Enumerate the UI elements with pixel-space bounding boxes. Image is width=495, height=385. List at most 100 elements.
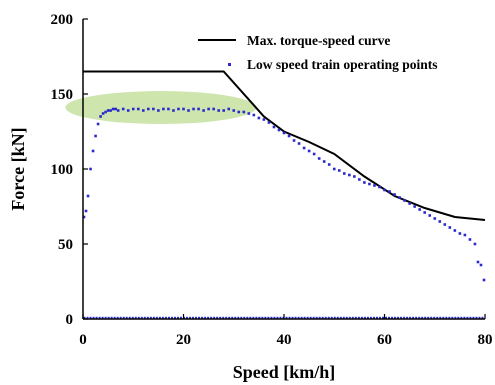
scatter-point-zero bbox=[107, 316, 110, 319]
scatter-point-zero bbox=[167, 316, 170, 319]
scatter-point bbox=[272, 125, 276, 129]
scatter-point-zero bbox=[101, 316, 104, 319]
scatter-point bbox=[479, 263, 483, 267]
scatter-point-zero bbox=[375, 316, 378, 319]
scatter-point bbox=[252, 113, 256, 117]
scatter-point bbox=[297, 142, 301, 145]
scatter-point bbox=[368, 182, 371, 186]
scatter-point bbox=[182, 107, 185, 111]
scatter-point-zero bbox=[213, 316, 216, 319]
scatter-point-zero bbox=[128, 316, 131, 319]
scatter-point bbox=[91, 149, 95, 153]
scatter-point-zero bbox=[412, 316, 415, 319]
scatter-point-zero bbox=[198, 316, 201, 319]
scatter-point-zero bbox=[98, 316, 101, 319]
scatter-point-zero bbox=[279, 316, 282, 319]
scatter-point bbox=[99, 115, 102, 118]
scatter-point-zero bbox=[140, 316, 143, 319]
scatter-point-zero bbox=[152, 316, 155, 319]
scatter-point-zero bbox=[400, 316, 403, 319]
scatter-point-zero bbox=[164, 316, 167, 319]
scatter-point-zero bbox=[394, 316, 397, 319]
scatter-point bbox=[358, 178, 361, 181]
scatter-point bbox=[383, 188, 386, 192]
scatter-point-zero bbox=[421, 316, 424, 319]
scatter-point-zero bbox=[234, 316, 237, 319]
scatter-point-zero bbox=[210, 316, 213, 319]
scatter-point bbox=[428, 214, 432, 217]
scatter-point-zero bbox=[451, 316, 454, 319]
scatter-point bbox=[337, 169, 341, 172]
scatter-point-zero bbox=[309, 316, 312, 319]
scatter-point-zero bbox=[113, 316, 116, 319]
scatter-point bbox=[322, 160, 326, 163]
scatter-point bbox=[106, 109, 110, 112]
scatter-point bbox=[282, 131, 286, 135]
scatter-point-zero bbox=[442, 316, 445, 319]
legend: Max. torque-speed curve Low speed train … bbox=[198, 33, 438, 72]
scatter-point-zero bbox=[258, 316, 261, 319]
scatter-point bbox=[227, 107, 231, 111]
scatter-point bbox=[187, 109, 190, 112]
scatter-point-zero bbox=[333, 316, 336, 319]
scatter-point bbox=[393, 193, 396, 196]
scatter-point-zero bbox=[481, 316, 484, 319]
scatter-point-zero bbox=[276, 316, 279, 319]
scatter-point-zero bbox=[351, 316, 354, 319]
scatter-point-zero bbox=[409, 316, 412, 319]
highlight-ellipse-layer bbox=[65, 91, 257, 124]
scatter-point-zero bbox=[231, 316, 234, 319]
scatter-point bbox=[463, 233, 467, 237]
scatter-point-zero bbox=[288, 316, 291, 319]
scatter-point bbox=[257, 116, 261, 120]
scatter-point bbox=[277, 128, 281, 132]
scatter-point-zero bbox=[403, 316, 406, 319]
scatter-point-zero bbox=[176, 316, 179, 319]
scatter-point-zero bbox=[300, 316, 303, 319]
scatter-point bbox=[373, 184, 376, 187]
scatter-point-zero bbox=[448, 316, 451, 319]
scatter-point bbox=[217, 109, 220, 112]
scatter-point-zero bbox=[134, 316, 137, 319]
scatter-point bbox=[152, 107, 155, 111]
scatter-point-zero bbox=[360, 316, 363, 319]
scatter-point-zero bbox=[158, 316, 161, 319]
scatter-point bbox=[212, 107, 215, 111]
scatter-point-zero bbox=[339, 316, 342, 319]
scatter-point-zero bbox=[294, 316, 297, 319]
scatter-point bbox=[202, 109, 205, 112]
scatter-point-zero bbox=[415, 316, 418, 319]
scatter-point-zero bbox=[463, 316, 466, 319]
scatter-point-zero bbox=[336, 316, 339, 319]
scatter-point bbox=[197, 107, 200, 111]
scatter-point bbox=[378, 185, 381, 189]
scatter-point-zero bbox=[270, 316, 273, 319]
scatter-point bbox=[443, 223, 447, 226]
scatter-point-zero bbox=[466, 316, 469, 319]
scatter-point bbox=[332, 167, 336, 171]
scatter-point-zero bbox=[122, 316, 125, 319]
scatter-point-zero bbox=[381, 316, 384, 319]
scatter-point bbox=[89, 167, 92, 171]
scatter-point-zero bbox=[264, 316, 267, 319]
scatter-point bbox=[267, 121, 271, 124]
scatter-point-zero bbox=[89, 316, 92, 319]
y-tick-label: 0 bbox=[66, 312, 74, 328]
scatter-point-zero bbox=[204, 316, 207, 319]
scatter-point-zero bbox=[179, 316, 182, 319]
scatter-point bbox=[101, 112, 105, 115]
scatter-point-zero bbox=[146, 316, 149, 319]
scatter-point-zero bbox=[201, 316, 204, 319]
plot-area bbox=[82, 70, 486, 319]
scatter-point bbox=[363, 181, 366, 184]
scatter-point-zero bbox=[306, 316, 309, 319]
scatter-point-zero bbox=[155, 316, 158, 319]
scatter-point bbox=[418, 208, 421, 211]
scatter-point bbox=[468, 238, 472, 241]
scatter-point-zero bbox=[125, 316, 128, 319]
scatter-point bbox=[476, 260, 480, 264]
scatter-point-zero bbox=[327, 316, 330, 319]
scatter-point-zero bbox=[95, 316, 98, 319]
legend-entry-torque-curve: Max. torque-speed curve bbox=[247, 33, 390, 48]
scatter-point-zero bbox=[342, 316, 345, 319]
